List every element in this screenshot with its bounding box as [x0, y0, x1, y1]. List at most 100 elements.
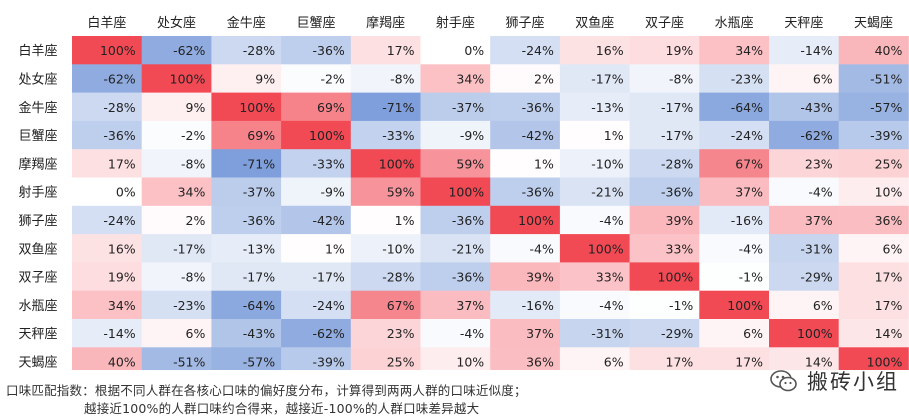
- row-header: 天蝎座: [18, 355, 57, 370]
- cell-value-label: 37%: [805, 213, 833, 228]
- cell-value-label: 25%: [875, 156, 903, 171]
- heatmap-cell: [769, 92, 840, 122]
- cell-value-label: 6%: [743, 326, 763, 341]
- heatmap-cell: [699, 319, 770, 348]
- cell-value-label: -28%: [382, 270, 414, 285]
- heatmap-cell: [838, 64, 909, 93]
- cell-value-label: -17%: [173, 241, 205, 256]
- cell-value-label: -8%: [181, 156, 205, 171]
- cell-value-label: -23%: [173, 298, 205, 313]
- heatmap-cell: [211, 36, 282, 65]
- cell-value-label: -9%: [320, 185, 344, 200]
- heatmap-cell: [559, 36, 630, 65]
- cell-value-label: -28%: [661, 156, 693, 171]
- heatmap-cell: [699, 120, 770, 150]
- column-header: 双鱼座: [575, 15, 614, 31]
- heatmap-cell: [838, 92, 909, 122]
- cell-value-label: -33%: [313, 156, 345, 171]
- row-header: 射手座: [18, 185, 57, 201]
- cell-value-label: -36%: [522, 100, 554, 115]
- heatmap-cell: [281, 120, 352, 150]
- cell-value-label: 2%: [186, 213, 206, 228]
- watermark-text: 搬砖小组: [807, 370, 899, 394]
- cell-value-label: -24%: [103, 213, 135, 228]
- cell-value-label: 34%: [178, 185, 206, 200]
- cell-value-label: 17%: [666, 354, 694, 369]
- heatmap-cell: [559, 347, 630, 370]
- cell-value-label: 37%: [526, 326, 554, 341]
- cell-value-label: -23%: [731, 71, 763, 86]
- heatmap-cell: [350, 234, 421, 263]
- cell-value-label: -2%: [181, 128, 205, 143]
- heatmap-cell: [769, 262, 840, 292]
- heatmap-cell: [281, 205, 352, 235]
- cell-value-label: 100%: [518, 213, 554, 228]
- cell-value-label: 6%: [604, 354, 624, 369]
- heatmap-cell: [141, 64, 212, 93]
- heatmap-cell: [769, 177, 840, 207]
- column-header: 狮子座: [506, 16, 545, 31]
- heatmap-cell: [490, 262, 561, 292]
- heatmap-cell: [559, 92, 630, 122]
- cell-value-label: -71%: [243, 156, 275, 171]
- cell-value-label: -39%: [870, 128, 902, 143]
- cell-value-label: -71%: [382, 100, 414, 115]
- heatmap-cell: [72, 234, 143, 263]
- row-header: 双子座: [18, 271, 57, 286]
- heatmap-cell: [838, 290, 909, 320]
- heatmap-cell: [72, 120, 143, 150]
- cell-value-label: -8%: [181, 270, 205, 285]
- heatmap-cell: [72, 319, 143, 348]
- cell-value-label: -33%: [382, 128, 414, 143]
- heatmap-cell: [72, 347, 143, 370]
- heatmap-cell: [420, 205, 491, 235]
- heatmap-cell: [559, 120, 630, 150]
- cell-value-label: -62%: [313, 326, 345, 341]
- cell-value-label: -36%: [313, 43, 345, 58]
- cell-value-label: 1%: [395, 213, 415, 228]
- heatmap-cell: [769, 319, 840, 348]
- cell-value-label: -36%: [452, 270, 484, 285]
- column-header: 巨蟹座: [296, 16, 335, 31]
- cell-value-label: -36%: [522, 185, 554, 200]
- cell-value-label: -16%: [731, 213, 763, 228]
- cell-value-label: 16%: [596, 43, 624, 58]
- cell-value-label: 40%: [875, 43, 903, 58]
- cell-value-label: 17%: [735, 354, 763, 369]
- cell-value-label: -21%: [591, 185, 623, 200]
- heatmap-cell: [281, 290, 352, 320]
- heatmap-cell: [629, 177, 700, 207]
- cell-value-label: -36%: [661, 185, 693, 200]
- heatmap-cell: [72, 262, 143, 292]
- heatmap-cell: [699, 234, 770, 263]
- heatmap-cell: [769, 290, 840, 320]
- cell-value-label: 100%: [658, 270, 694, 285]
- column-header: 金牛座: [227, 15, 266, 31]
- heatmap-cell: [490, 92, 561, 122]
- heatmap-cell: [281, 92, 352, 122]
- heatmap-cell: [350, 205, 421, 235]
- cell-value-label: 100%: [379, 156, 415, 171]
- cell-value-label: -36%: [243, 213, 275, 228]
- heatmap-cell: [490, 234, 561, 263]
- heatmap-cell: [559, 177, 630, 207]
- cell-value-label: 100%: [867, 354, 903, 369]
- cell-value-label: -4%: [808, 185, 832, 200]
- heatmap-cell: [629, 262, 700, 292]
- column-header: 白羊座: [87, 15, 126, 31]
- heatmap-cell: [838, 234, 909, 263]
- cell-value-label: 23%: [805, 156, 833, 171]
- cell-value-label: 37%: [456, 298, 484, 313]
- cell-value-label: -51%: [870, 71, 902, 86]
- heatmap-cell: [490, 205, 561, 235]
- cell-value-label: -13%: [591, 100, 623, 115]
- cell-value-label: -51%: [173, 354, 205, 369]
- cell-value-label: -43%: [800, 100, 832, 115]
- cell-value-label: 23%: [387, 326, 415, 341]
- heatmap-cell: [211, 347, 282, 370]
- heatmap-cell: [350, 120, 421, 150]
- heatmap-cell: [141, 262, 212, 292]
- heatmap-cell: [490, 149, 561, 178]
- heatmap-cell: [141, 205, 212, 235]
- heatmap-cell: [490, 36, 561, 65]
